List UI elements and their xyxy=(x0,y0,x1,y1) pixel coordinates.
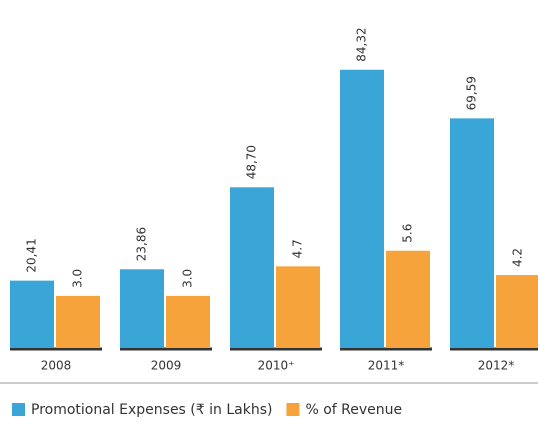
data-label: 23,86 xyxy=(135,227,149,261)
x-tick-label: 2011* xyxy=(368,359,405,373)
data-label: 20,41 xyxy=(25,238,39,272)
bar xyxy=(276,266,320,348)
bar xyxy=(496,275,538,348)
data-label: 3.0 xyxy=(181,269,195,288)
data-label: 4.7 xyxy=(291,239,305,258)
x-tick-label: 2012* xyxy=(478,359,515,373)
x-tick-label: 2010⁺ xyxy=(258,359,295,373)
data-label: 69,59 xyxy=(465,76,479,110)
bar xyxy=(230,187,274,348)
bar xyxy=(56,295,100,348)
legend-swatch xyxy=(12,403,25,416)
bar xyxy=(450,118,494,348)
bar xyxy=(120,269,164,348)
data-label: 3.0 xyxy=(71,269,85,288)
data-label: 4.2 xyxy=(511,248,525,267)
bar xyxy=(386,250,430,348)
legend-label: % of Revenue xyxy=(305,402,402,418)
data-label: 5.6 xyxy=(401,224,415,243)
bar xyxy=(166,295,210,348)
data-label: 84,32 xyxy=(355,27,369,61)
x-tick-label: 2008 xyxy=(41,359,72,373)
bar xyxy=(10,280,54,348)
legend-swatch xyxy=(286,403,300,416)
x-tick-label: 2009 xyxy=(151,359,182,373)
legend-label: Promotional Expenses (₹ in Lakhs) xyxy=(31,402,272,418)
data-label: 48,70 xyxy=(245,145,259,179)
bar xyxy=(340,69,384,348)
